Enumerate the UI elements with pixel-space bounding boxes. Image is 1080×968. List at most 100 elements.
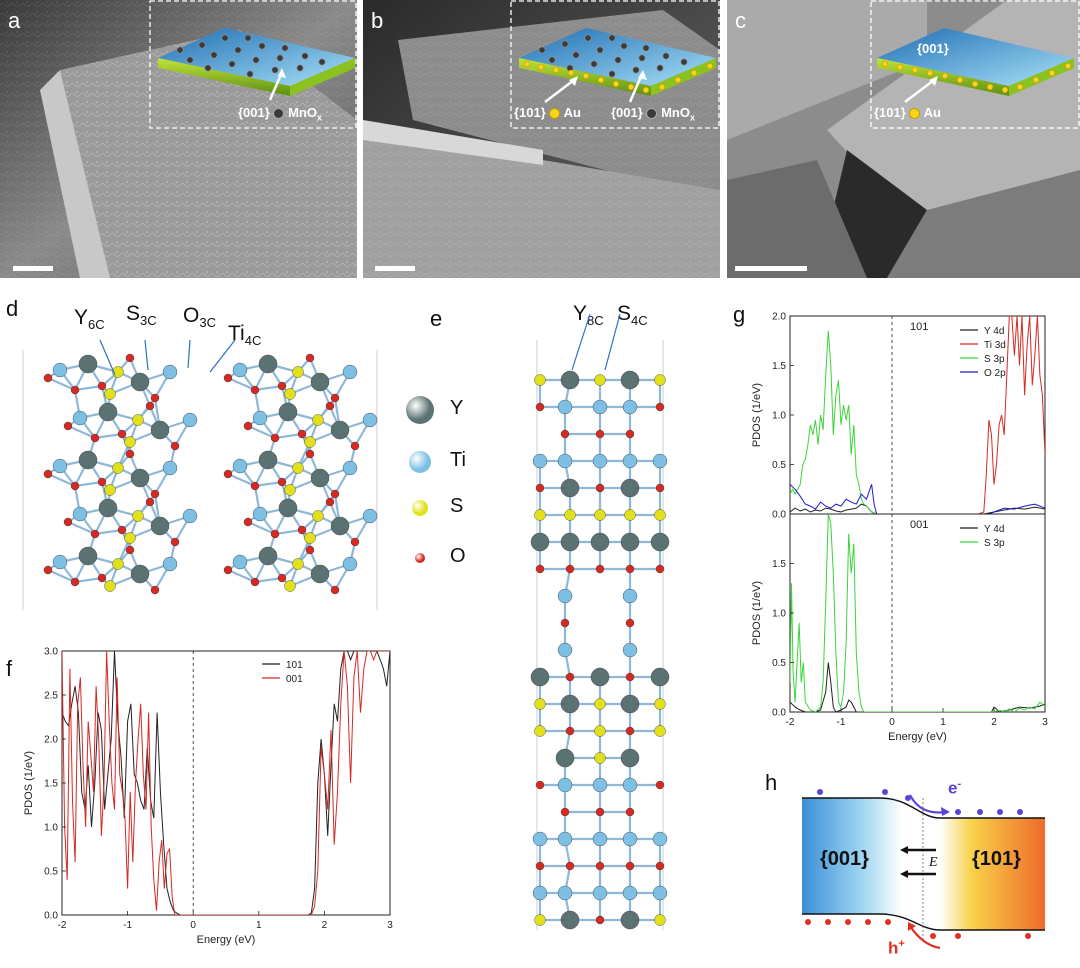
atom-y [620,694,640,714]
atom-s [654,698,666,710]
atom-ti [622,453,638,469]
x-axis-label: Energy (eV) [888,731,947,743]
x-tick-label: 2 [991,717,997,728]
atom-o [63,517,73,527]
atom-o [305,545,315,555]
atom-s [654,914,666,926]
atom-ti [52,362,68,378]
pdos-chart-f: 0.0 0.5 1.0 1.5 2.0 2.5 3.0 -2 -1 0 1 2 3 Energy (eV)… [23,647,393,947]
scale-bar-b [375,266,415,271]
atom-ti [162,556,178,572]
inset-label-b2: {001} MnOx [611,105,695,123]
atom-o [145,497,155,507]
atom-ti [557,885,573,901]
atom-y [330,516,350,536]
atom-y [620,532,640,552]
crystal-structure-d [22,339,378,610]
legend-label: O 2p [984,368,1006,379]
atom-ti [652,831,668,847]
electron-arrow [909,794,947,814]
atom-s [104,484,116,496]
atom-o [625,564,635,574]
atom-ti [557,588,573,604]
dot-label-c: Au [923,105,941,120]
dot-label-a: MnO [288,105,317,120]
atom-s [304,436,316,448]
legend-swatch-o [415,553,425,563]
atom-s [534,509,546,521]
atom-y [310,468,330,488]
atom-ti [532,453,548,469]
x-tick-label: 0 [190,920,196,931]
series-line-s-3p [790,514,1045,712]
panel-annotation: 101 [910,321,928,333]
mnox-dot-icon [646,108,658,120]
atom-y [278,402,298,422]
atom-ti [652,453,668,469]
series-line-101 [62,651,390,915]
atom-s [112,462,124,474]
atom-o [350,537,360,547]
y-tick-label: 1.5 [772,361,786,372]
atom-o [625,672,635,682]
atom-ti [622,885,638,901]
legend-swatch-ti [409,451,431,473]
y-tick-label: 1.5 [772,559,786,570]
atom-o [350,441,360,451]
top-label-c: {001} [917,41,949,56]
atom-y [590,532,610,552]
atom-o [560,429,570,439]
region-001 [802,798,902,914]
atom-o [655,564,665,574]
y-tick-label: 0.0 [44,911,58,922]
x-tick-label: 1 [256,920,262,931]
inset-label-c: {101} Au [874,105,941,120]
subscript-x-a: x [316,112,322,123]
atom-ti [362,508,378,524]
atom-s [654,509,666,521]
atom-o [70,385,80,395]
scale-bar-c [735,266,807,271]
legend-label: 001 [286,674,303,685]
atom-y [150,420,170,440]
atom-label-y8c: Y8C [573,302,604,329]
conduction-band-line [802,797,1045,819]
atom-o [565,726,575,736]
atom-o [250,481,260,491]
atom-o [655,780,665,790]
atom-y [258,354,278,374]
atom-s [312,414,324,426]
field-label: E [929,855,938,870]
panel-label-g: g [733,302,746,327]
atom-ti [52,458,68,474]
atom-s [112,558,124,570]
atom-o [43,469,53,479]
atom-ti [532,831,548,847]
atom-y [258,450,278,470]
atom-o [535,402,545,412]
atom-y [555,748,575,768]
x-tick-label: 0 [889,717,895,728]
atom-ti [557,831,573,847]
legend-label: S 3p [984,354,1005,365]
atom-o [97,573,107,583]
atom-o [270,529,280,539]
au-dot-icon [909,108,921,120]
atom-y [330,420,350,440]
y-tick-label: 0.5 [772,460,786,471]
legend-label: Y 4d [984,326,1004,337]
series-line-s-3p [790,330,877,514]
y-tick-label: 1.0 [44,823,58,834]
atom-ti [182,412,198,428]
atom-s [124,532,136,544]
crystal-model-b [519,28,716,103]
atom-o [63,421,73,431]
atom-s [594,752,606,764]
x-tick-label: 1 [940,717,946,728]
atom-label-ti4c: Ti4C [228,322,262,349]
y-tick-label: 2.0 [772,312,786,323]
atom-y [310,372,330,392]
atom-o [565,672,575,682]
au-dot-icon [549,108,561,120]
atom-o [297,429,307,439]
